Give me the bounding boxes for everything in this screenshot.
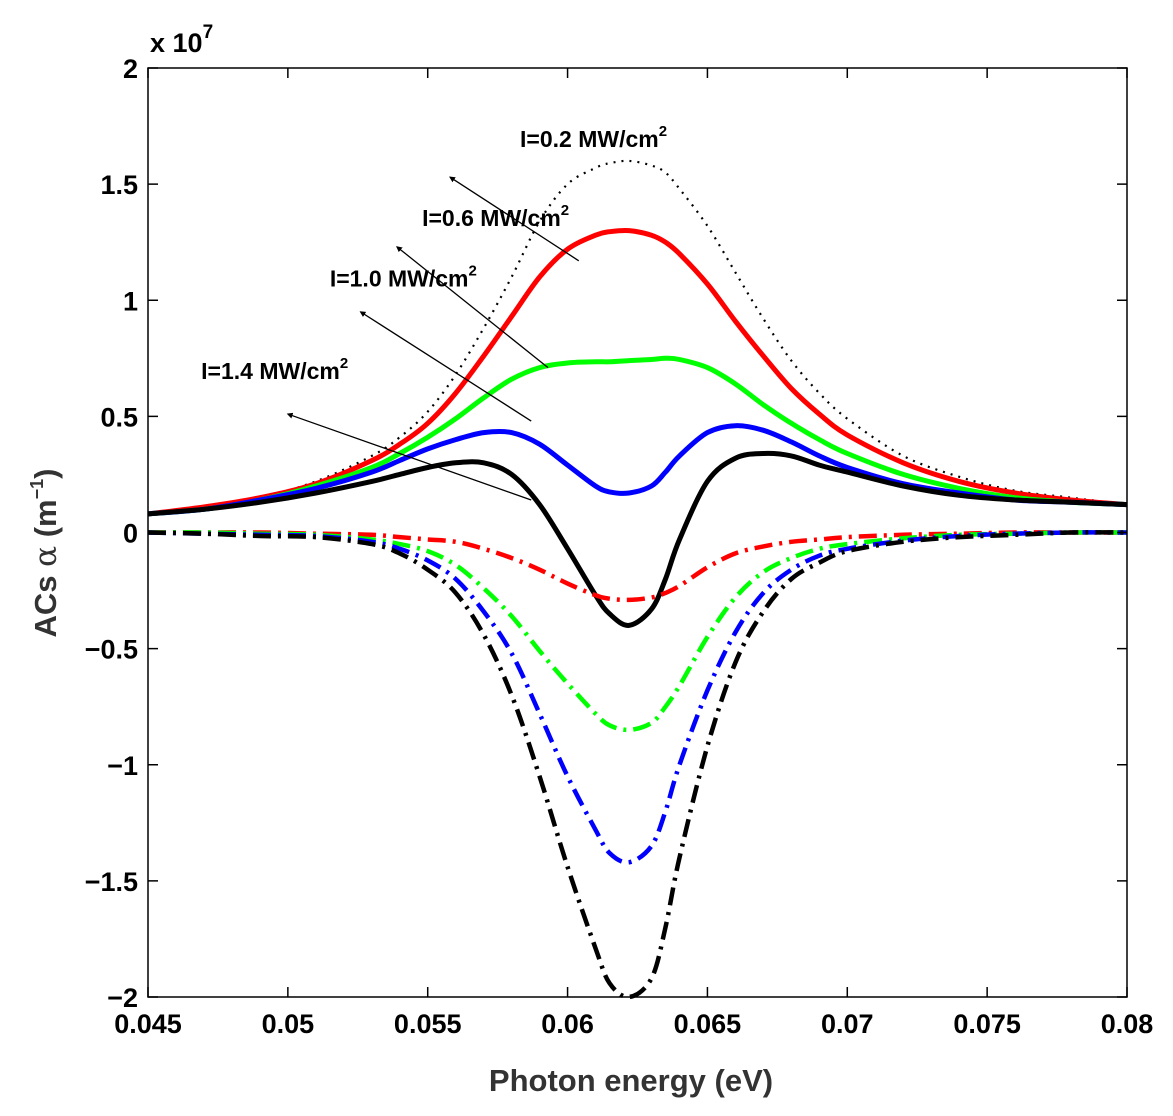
y-tick-label-3: −0.5: [85, 635, 138, 665]
y-axis-multiplier: x 107: [150, 22, 213, 58]
x-tick-label-2: 0.055: [394, 1009, 462, 1039]
x-tick-label-1: 0.05: [262, 1009, 315, 1039]
x-tick-label-4: 0.065: [674, 1009, 742, 1039]
annotation-label-3: I=1.0 MW/cm2: [330, 262, 477, 291]
y-tick-label-6: 1: [123, 286, 138, 316]
x-tick-label-0: 0.045: [114, 1009, 182, 1039]
y-tick-label-0: −2: [107, 983, 138, 1013]
series-line-9: [147, 530, 1128, 1000]
series-line-6: [148, 530, 1127, 603]
y-tick-label-7: 1.5: [100, 170, 138, 200]
series-line-8: [147, 530, 1128, 865]
series-line-5: [147, 450, 1128, 628]
series-layer: [147, 159, 1128, 1000]
annotation-arrow-1: [449, 176, 580, 262]
y-tick-label-2: −1: [107, 751, 138, 781]
axes-layer: 0.045 0.05 0.055 0.06 0.065 0.07 0.075 0.08 −2 −1…: [85, 54, 1154, 1039]
y-tick-label-5: 0.5: [100, 402, 138, 432]
annotation-label-2: I=0.6 MW/cm2: [422, 202, 569, 231]
x-tick-label-5: 0.07: [821, 1009, 874, 1039]
annotation-label-4: I=1.4 MW/cm2: [201, 355, 348, 384]
series-line-4: [147, 423, 1128, 517]
y-tick-label-1: −1.5: [85, 867, 138, 897]
y-tick-label-4: 0: [123, 519, 138, 549]
series-line-2: [147, 227, 1128, 517]
series-line-3: [147, 355, 1128, 517]
x-tick-label-6: 0.075: [953, 1009, 1021, 1039]
annotation-arrow-3: [359, 311, 532, 422]
annotation-layer: I=0.2 MW/cm2 I=0.6 MW/cm2 I=1.0 MW/cm2 I=1.…: [201, 123, 667, 501]
series-line-1: [147, 159, 1128, 515]
x-axis-label: Photon energy (eV): [489, 1063, 773, 1098]
x-tick-label-3: 0.06: [541, 1009, 594, 1039]
x-tick-label-7: 0.08: [1101, 1009, 1154, 1039]
annotation-arrow-4: [286, 412, 532, 501]
y-axis-label: ACs α (m−1): [27, 469, 64, 638]
annotation-label-1: I=0.2 MW/cm2: [520, 123, 667, 152]
y-tick-label-8: 2: [123, 54, 138, 84]
annotation-arrow-2: [396, 246, 549, 369]
